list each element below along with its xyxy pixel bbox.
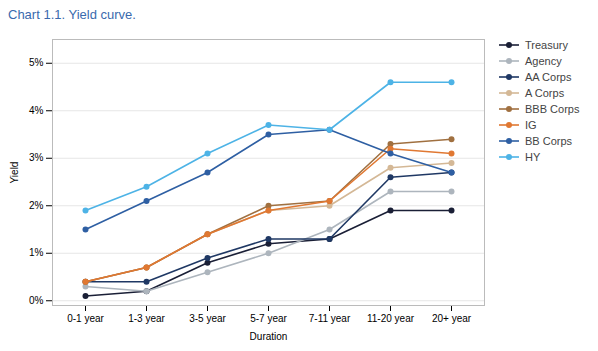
- svg-text:4%: 4%: [29, 105, 44, 116]
- svg-text:0-1 year: 0-1 year: [67, 313, 104, 324]
- html-text:BB Corps: BB Corps: [525, 135, 573, 147]
- svg-text:2%: 2%: [29, 200, 44, 211]
- svg-text:20+ year: 20+ year: [432, 313, 472, 324]
- svg-text:0%: 0%: [29, 295, 44, 306]
- svg-text:1%: 1%: [29, 247, 44, 258]
- svg-text:Duration: Duration: [250, 331, 288, 342]
- svg-text:3%: 3%: [29, 152, 44, 163]
- html-text:Chart 1.1. Yield curve.: Chart 1.1. Yield curve.: [8, 7, 136, 22]
- html-text:IG: IG: [525, 119, 537, 131]
- html-text:Agency: Agency: [525, 55, 562, 67]
- html-text:Treasury: Treasury: [525, 39, 568, 51]
- html-text:A Corps: A Corps: [525, 87, 565, 99]
- svg-text:Yield: Yield: [9, 162, 20, 184]
- svg-text:7-11 year: 7-11 year: [309, 313, 351, 324]
- html-text:BBB Corps: BBB Corps: [525, 103, 580, 115]
- svg-text:1-3 year: 1-3 year: [128, 313, 165, 324]
- html-text:AA Corps: AA Corps: [525, 71, 572, 83]
- html-text:HY: HY: [525, 151, 541, 163]
- svg-text:11-20 year: 11-20 year: [367, 313, 415, 324]
- svg-text:3-5 year: 3-5 year: [189, 313, 226, 324]
- svg-text:5%: 5%: [29, 57, 44, 68]
- svg-text:5-7 year: 5-7 year: [250, 313, 287, 324]
